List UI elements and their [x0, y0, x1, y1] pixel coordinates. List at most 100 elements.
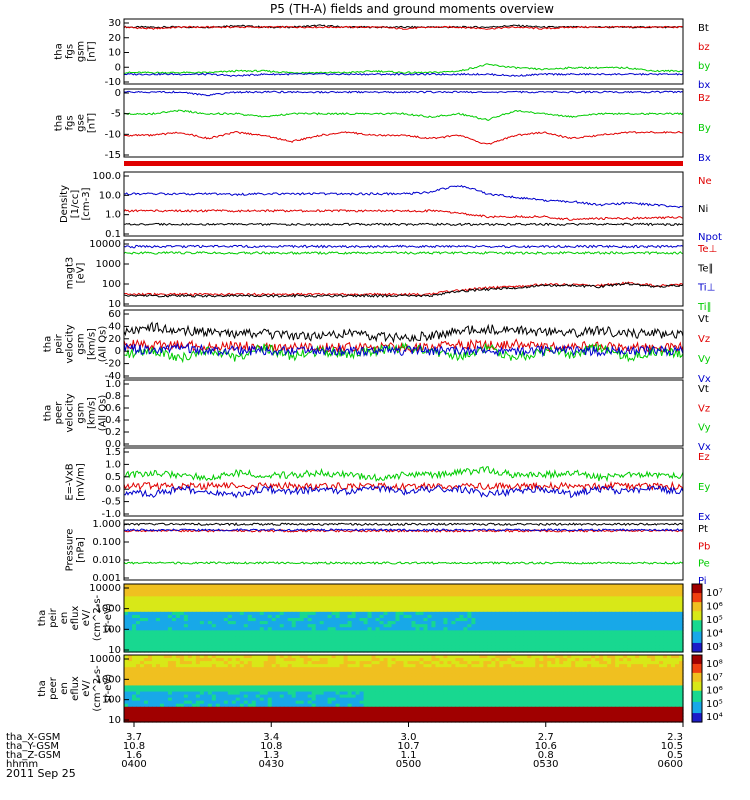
heatmap-cell [323, 627, 329, 631]
heatmap-cell [199, 587, 205, 591]
heatmap-cell [127, 614, 133, 619]
heatmap-cell [383, 685, 389, 690]
heatmap-cell [159, 645, 165, 650]
heatmap-cell [551, 685, 556, 690]
heatmap-cell [219, 633, 225, 638]
heatmap-cell [203, 596, 209, 601]
heatmap-cell [463, 679, 468, 684]
heatmap-cell [559, 658, 564, 662]
heatmap-cell [427, 593, 433, 597]
heatmap-cell [155, 614, 161, 619]
heatmap-cell [251, 670, 257, 674]
heatmap-cell [295, 584, 301, 588]
heatmap-cell [335, 682, 341, 687]
heatmap-cell [147, 624, 153, 628]
heatmap-cell [619, 593, 624, 597]
heatmap-cell [211, 645, 217, 650]
heatmap-cell [535, 593, 540, 597]
heatmap-cell [459, 596, 464, 601]
heatmap-cell [499, 627, 504, 631]
heatmap-cell [675, 648, 680, 653]
heatmap-cell [263, 639, 269, 644]
heatmap-cell [631, 685, 636, 690]
heatmap-cell [451, 584, 456, 588]
heatmap-cell [271, 602, 277, 607]
heatmap-cell [435, 624, 441, 628]
heatmap-cell [347, 636, 353, 641]
heatmap-cell [647, 608, 652, 613]
heatmap-cell [351, 682, 357, 687]
heatmap-cell [427, 587, 433, 591]
heatmap-cell [307, 590, 313, 594]
heatmap-cell [124, 596, 129, 601]
heatmap-cell [215, 688, 221, 693]
heatmap-cell [583, 661, 588, 665]
heatmap-cell [663, 642, 668, 647]
y-axis-label-line: (cm^2-s- [92, 594, 103, 641]
panel-density: 100.010.01.00.1Density[1/cc][cm-3]NeNiNp… [59, 171, 722, 243]
heatmap-cell [147, 676, 153, 680]
heatmap-cell [223, 630, 229, 635]
heatmap-cell [495, 636, 500, 641]
heatmap-cell [603, 673, 608, 677]
heatmap-cell [571, 642, 576, 647]
heatmap-cell [571, 593, 576, 597]
heatmap-cell [391, 602, 397, 607]
heatmap-cell [663, 633, 668, 638]
heatmap-cell [623, 636, 628, 641]
heatmap-cell [595, 618, 600, 622]
heatmap-cell [483, 645, 488, 650]
heatmap-cell [267, 667, 273, 671]
heatmap-cell [599, 661, 604, 665]
heatmap-cell [451, 676, 456, 680]
heatmap-cell [587, 590, 592, 594]
heatmap-cell [195, 655, 201, 659]
heatmap-cell [259, 679, 265, 684]
heatmap-cell [459, 642, 464, 647]
heatmap-cell [599, 587, 604, 591]
heatmap-cell [239, 661, 245, 665]
heatmap-cell [471, 636, 476, 641]
heatmap-cell [439, 679, 445, 684]
heatmap-cell [167, 642, 173, 647]
heatmap-cell [663, 587, 668, 591]
heatmap-cell [459, 599, 464, 604]
heatmap-cell [679, 596, 684, 601]
heatmap-cell [435, 676, 441, 680]
heatmap-cell [639, 679, 644, 684]
heatmap-cell [375, 605, 381, 610]
heatmap-cell [371, 667, 377, 671]
heatmap-cell [127, 636, 133, 641]
heatmap-cell [495, 624, 500, 628]
legend-entry-by: by [698, 61, 710, 72]
y-axis-label-line: (All Qs) [98, 395, 109, 432]
heatmap-cell [551, 633, 556, 638]
heatmap-cell [331, 679, 337, 684]
heatmap-cell [399, 645, 405, 650]
heatmap-cell [295, 642, 301, 647]
heatmap-cell [367, 618, 373, 622]
heatmap-cell [435, 614, 441, 619]
heatmap-cell [379, 667, 385, 671]
heatmap-cell [343, 608, 349, 613]
heatmap-cell [275, 614, 281, 619]
heatmap-cell [355, 655, 361, 659]
heatmap-cell [535, 636, 540, 641]
heatmap-cell [335, 648, 341, 653]
heatmap-cell [507, 679, 512, 684]
heatmap-cell [395, 584, 401, 588]
heatmap-cell [583, 664, 588, 668]
heatmap-cell [259, 630, 265, 635]
heatmap-cell [371, 596, 377, 601]
heatmap-cell [147, 602, 153, 607]
heatmap-cell [295, 664, 301, 668]
heatmap-cell [355, 661, 361, 665]
heatmap-cell [363, 593, 369, 597]
heatmap-cell [603, 658, 608, 662]
heatmap-cell [219, 661, 225, 665]
heatmap-cell [251, 636, 257, 641]
heatmap-cell [319, 673, 325, 677]
heatmap-cell [199, 639, 205, 644]
heatmap-cell [527, 621, 532, 625]
heatmap-cell [559, 664, 564, 668]
